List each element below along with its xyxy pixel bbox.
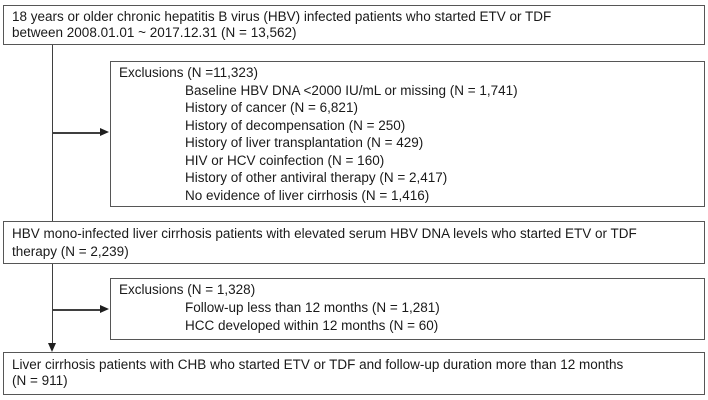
box-initial-population-line1: 18 years or older chronic hepatitis B vi… xyxy=(12,9,552,24)
box-initial-population-line2: between 2008.01.01 ~ 2017.12.31 (N = 13,… xyxy=(12,24,297,40)
exclusions2-item: Follow-up less than 12 months (N = 1,281… xyxy=(185,300,440,315)
box-final-cohort: Liver cirrhosis patients with CHB who st… xyxy=(3,352,705,395)
exclusions1-item: History of other antiviral therapy (N = … xyxy=(185,170,448,185)
box-cirrhosis-cohort-line1: HBV mono-infected liver cirrhosis patien… xyxy=(12,226,637,241)
arrowhead-right-icon xyxy=(100,128,109,137)
box-exclusions-1: Exclusions (N =11,323) Baseline HBV DNA … xyxy=(110,61,705,207)
exclusions1-item: History of cancer (N = 6,821) xyxy=(185,100,358,115)
exclusions1-item: History of liver transplantation (N = 42… xyxy=(185,135,424,150)
connector-branch-exclusions1 xyxy=(52,132,101,134)
exclusions2-header: Exclusions (N = 1,328) xyxy=(119,282,256,297)
box-initial-population: 18 years or older chronic hepatitis B vi… xyxy=(3,5,705,45)
exclusions1-item: Baseline HBV DNA <2000 IU/mL or missing … xyxy=(185,82,518,98)
exclusions1-item: History of decompensation (N = 250) xyxy=(185,117,406,133)
exclusions2-item: HCC developed within 12 months (N = 60) xyxy=(185,318,439,333)
exclusions1-item: No evidence of liver cirrhosis (N = 1,41… xyxy=(185,187,430,203)
box-final-cohort-line1: Liver cirrhosis patients with CHB who st… xyxy=(12,357,624,372)
exclusions1-item: HIV or HCV coinfection (N = 160) xyxy=(185,152,385,168)
connector-branch-exclusions2 xyxy=(52,309,101,311)
arrowhead-down-icon xyxy=(48,343,56,352)
connector-middle-to-bottom xyxy=(51,264,53,345)
box-cirrhosis-cohort-line2: therapy (N = 2,239) xyxy=(12,243,129,259)
box-final-cohort-line2: (N = 911) xyxy=(12,372,68,388)
box-exclusions-2: Exclusions (N = 1,328) Follow-up less th… xyxy=(110,278,705,340)
exclusions1-header: Exclusions (N =11,323) xyxy=(119,65,258,80)
box-cirrhosis-cohort: HBV mono-infected liver cirrhosis patien… xyxy=(3,221,705,264)
arrowhead-right-icon xyxy=(100,305,109,314)
